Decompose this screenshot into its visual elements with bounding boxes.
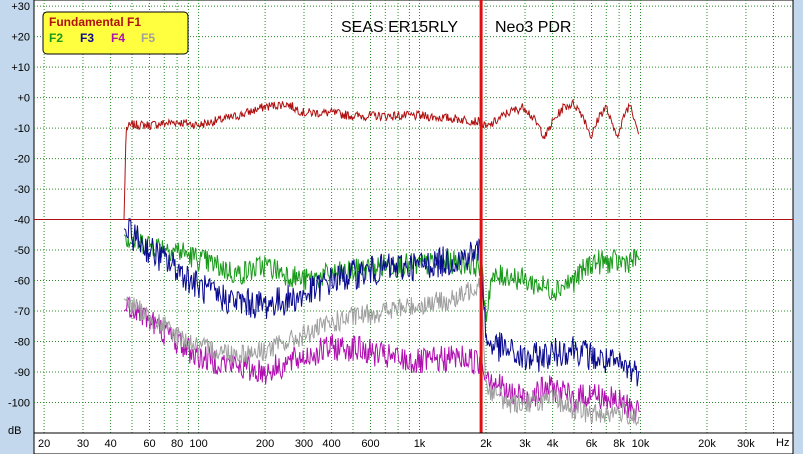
- y-tick-label: +30: [11, 1, 30, 13]
- series-line-5: [123, 277, 641, 427]
- x-tick-label: 30k: [737, 438, 755, 450]
- x-tick-label: 600: [361, 438, 379, 450]
- x-tick-label: 1k: [414, 438, 426, 450]
- y-tick-label: -30: [14, 184, 30, 196]
- y-tick-label: +10: [11, 62, 30, 74]
- x-tick-label: 40: [104, 438, 116, 450]
- y-tick-label: -10: [14, 123, 30, 135]
- x-tick-label: 6k: [586, 438, 598, 450]
- marker-layer: [34, 0, 793, 454]
- x-tick-label: 200: [256, 438, 274, 450]
- y-axis-label: dB: [8, 425, 21, 437]
- x-tick-label: 300: [295, 438, 313, 450]
- series-line-1: [123, 98, 640, 220]
- x-tick-label: 20k: [698, 438, 716, 450]
- x-tick-label: 100: [189, 438, 207, 450]
- y-tick-label: -60: [14, 276, 30, 288]
- x-tick-label: 80: [171, 438, 183, 450]
- x-tick-labels: 20 30 40 60 80 100 200 300 400 600 1k 2k 3k 4k 6k 8k 10k…: [38, 438, 755, 450]
- series-line-3: [123, 218, 641, 387]
- legend: Fundamental F1 F2 F3 F4 F5: [42, 11, 189, 55]
- plot-area: [33, 0, 794, 434]
- x-tick-label: 3k: [519, 438, 531, 450]
- series-line-4: [123, 295, 641, 422]
- x-tick-label: 2k: [480, 438, 492, 450]
- legend-f1: Fundamental F1: [49, 15, 141, 29]
- legend-f5: F5: [141, 31, 155, 45]
- series-layer: [123, 98, 641, 427]
- legend-f4: F4: [111, 31, 125, 45]
- y-tick-label: +0: [17, 93, 30, 105]
- y-tick-label: -100: [8, 398, 30, 410]
- y-tick-label: -20: [14, 154, 30, 166]
- series-line-2: [123, 230, 641, 322]
- chart-title-left: SEAS ER15RLY: [341, 19, 458, 36]
- y-tick-label: -50: [14, 245, 30, 257]
- y-tick-labels: +30 +20 +10 +0 -10 -20 -30 -40 -50 -60 -70 -80 -90 -1…: [8, 1, 30, 409]
- chart-title-right: Neo3 PDR: [495, 19, 571, 36]
- legend-box: [42, 11, 189, 55]
- y-tick-label: -80: [14, 337, 30, 349]
- y-tick-label: -90: [14, 367, 30, 379]
- x-axis-band: [33, 432, 794, 454]
- x-tick-label: 400: [322, 438, 340, 450]
- x-tick-label: 30: [77, 438, 89, 450]
- x-tick-label: 8k: [613, 438, 625, 450]
- legend-f2: F2: [49, 31, 63, 45]
- legend-f3: F3: [80, 31, 94, 45]
- x-tick-label: 10k: [632, 438, 650, 450]
- x-axis-label: Hz: [776, 437, 789, 449]
- y-tick-label: -70: [14, 306, 30, 318]
- y-tick-label: -40: [14, 215, 30, 227]
- x-tick-label: 20: [38, 438, 50, 450]
- x-tick-label: 4k: [547, 438, 559, 450]
- x-tick-label: 60: [143, 438, 155, 450]
- y-tick-label: +20: [11, 32, 30, 44]
